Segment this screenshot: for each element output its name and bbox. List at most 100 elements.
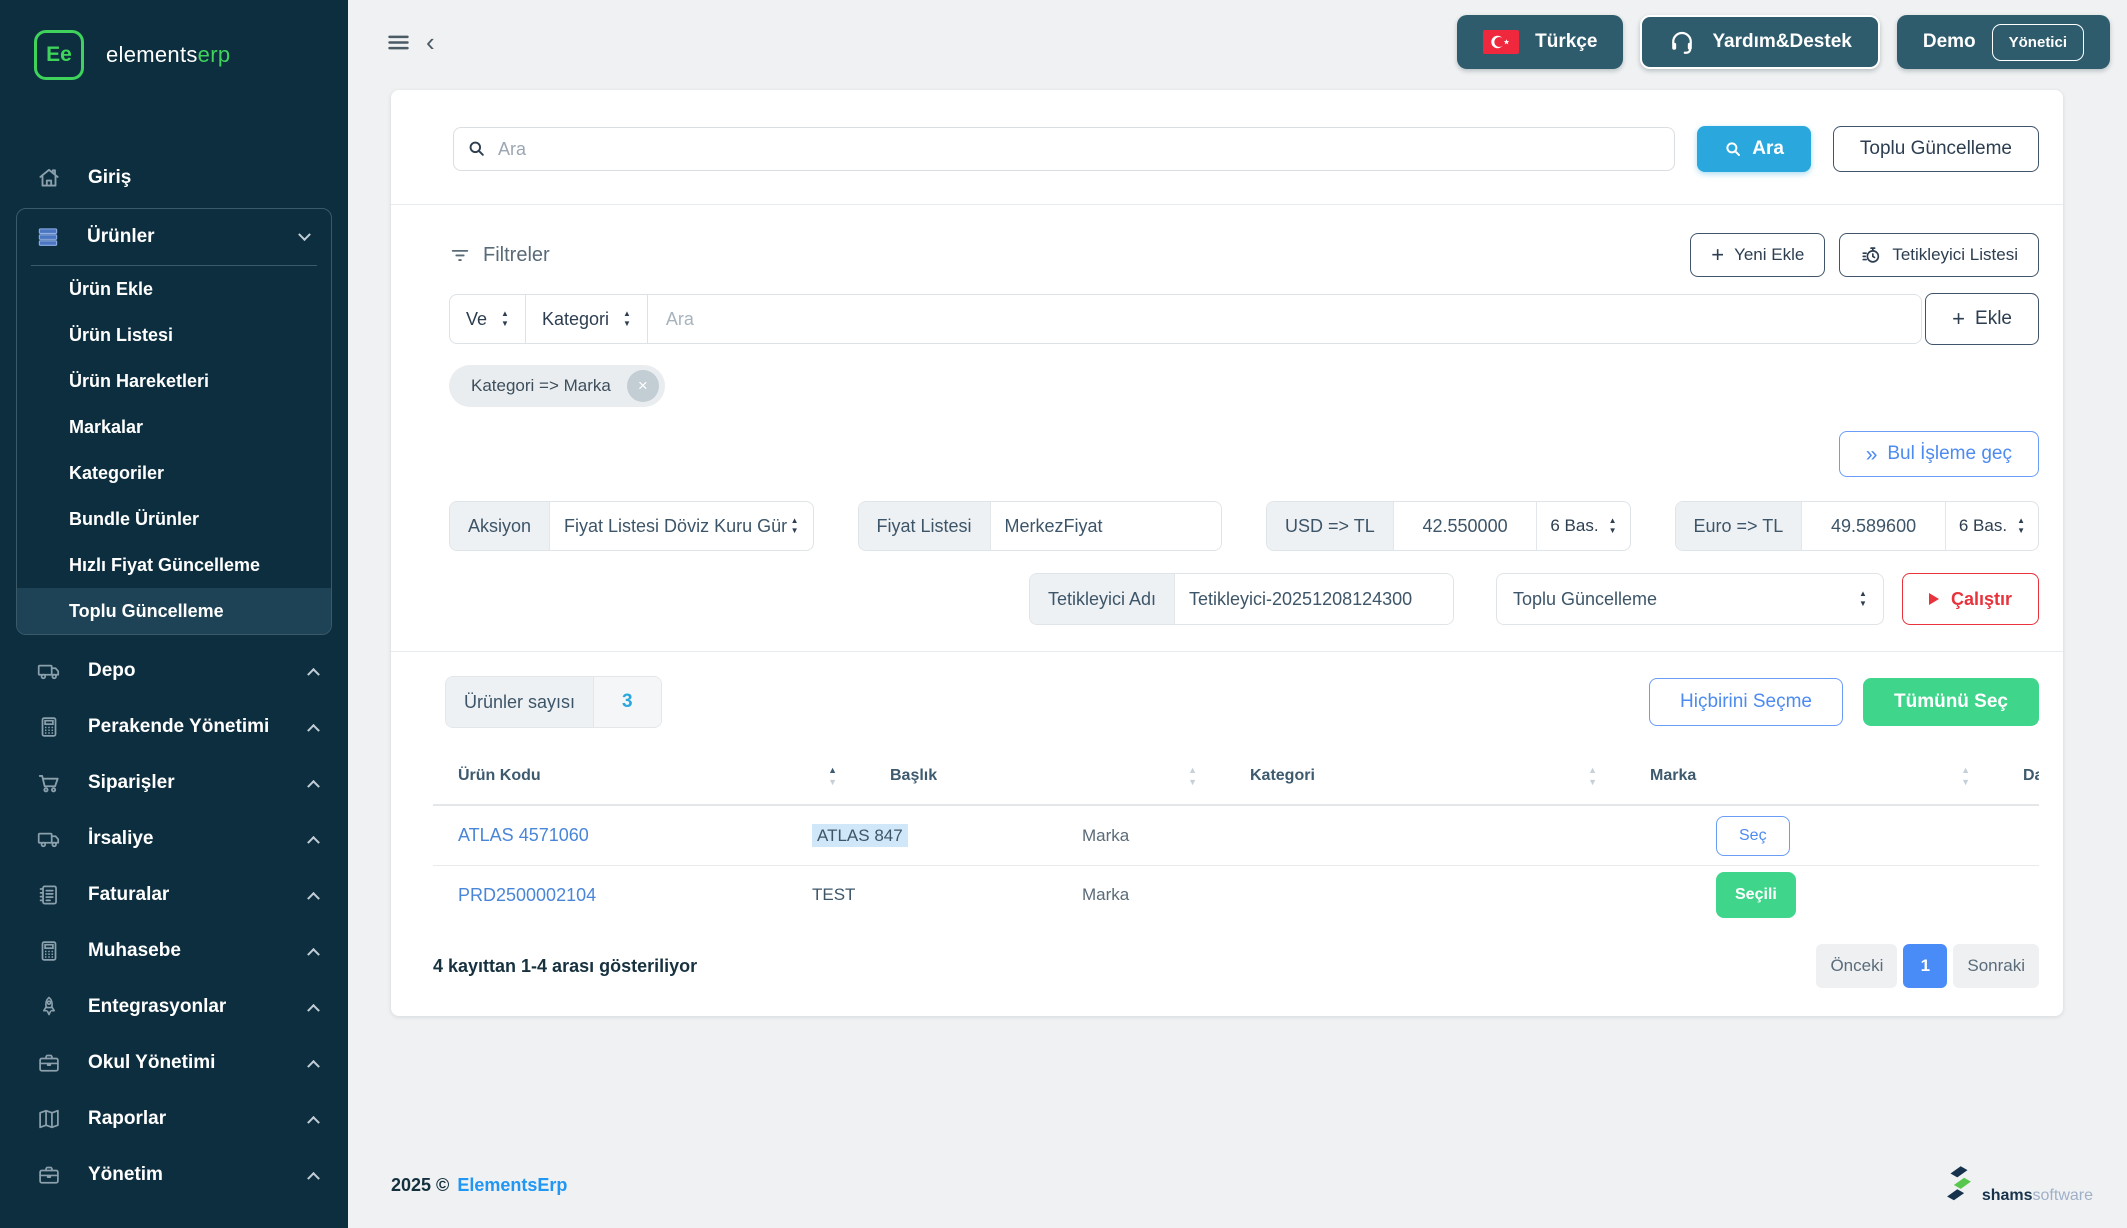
sidebar-item-raporlar[interactable]: Raporlar bbox=[0, 1091, 348, 1147]
sidebar-item-giris[interactable]: Giriş bbox=[0, 150, 348, 206]
trigger-list-button[interactable]: Tetikleyici Listesi bbox=[1839, 233, 2039, 277]
trigger-name-input[interactable] bbox=[1175, 574, 1453, 624]
euro-rate-input[interactable] bbox=[1802, 502, 1945, 550]
main-area: ‹ Türkçe Yardım&Destek Demo Yönetici bbox=[348, 0, 2127, 1228]
plus-icon: + bbox=[1711, 242, 1725, 267]
topbar-actions: Türkçe Yardım&Destek Demo Yönetici bbox=[1457, 15, 2110, 69]
sidebar-item-faturalar[interactable]: Faturalar bbox=[0, 867, 348, 923]
select-all-button[interactable]: Tümünü Seç bbox=[1862, 678, 2039, 726]
cart-icon bbox=[36, 770, 62, 796]
sidebar-subitem-urun-ekle[interactable]: Ürün Ekle bbox=[69, 278, 154, 299]
sidebar-item-label: Ürünler bbox=[87, 226, 155, 247]
language-button[interactable]: Türkçe bbox=[1457, 15, 1624, 69]
user-menu-button[interactable]: Demo Yönetici bbox=[1896, 15, 2110, 69]
sidebar-item-depo[interactable]: Depo bbox=[0, 643, 348, 699]
usd-precision-select[interactable]: 6 Bas. ▲ ▼ bbox=[1536, 502, 1629, 550]
sidebar-subitem-markalar[interactable]: Markalar bbox=[69, 416, 144, 437]
pagination-prev-button[interactable]: Önceki bbox=[1816, 944, 1898, 988]
invoice-icon bbox=[36, 882, 62, 908]
sort-icons: ▲ ▼ bbox=[828, 765, 837, 787]
brand-badge-icon: Ee bbox=[34, 30, 84, 80]
footer-brand-link[interactable]: ElementsErp bbox=[457, 1174, 568, 1195]
sidebar-item-entegrasyonlar[interactable]: Entegrasyonlar bbox=[0, 979, 348, 1035]
find-process-button[interactable]: » Bul İşleme geç bbox=[1838, 431, 2039, 477]
sidebar-item-perakende-yonetimi[interactable]: Perakende Yönetimi bbox=[0, 699, 348, 755]
action-select[interactable]: Fiyat Listesi Döviz Kuru Gür ▲ ▼ bbox=[564, 515, 799, 536]
product-code-link[interactable]: ATLAS 4571060 bbox=[458, 825, 589, 845]
sidebar-group-urunler: Ürünler Ürün Ekle Ürün Listesi Ürün Hare… bbox=[16, 208, 332, 635]
search-input[interactable] bbox=[453, 127, 1676, 171]
filters-section: Filtreler + Yeni Ekle Tetikleyici Listes… bbox=[391, 204, 2063, 651]
role-badge: Yönetici bbox=[1991, 23, 2084, 61]
briefcase-icon bbox=[36, 1162, 62, 1188]
product-count-label: Ürünler sayısı bbox=[446, 677, 595, 727]
truck-icon bbox=[36, 826, 62, 852]
trigger-type-select[interactable]: Toplu Güncelleme ▲ ▼ bbox=[1495, 573, 1884, 625]
euro-rate-group: Euro => TL 6 Bas. ▲▼ bbox=[1674, 501, 2039, 551]
column-header-marka[interactable]: Marka ▲ ▼ bbox=[1650, 765, 1970, 787]
updown-icon: ▲ ▼ bbox=[1859, 589, 1867, 608]
sidebar-subitem-hizli-fiyat-guncelleme[interactable]: Hızlı Fiyat Güncelleme bbox=[69, 554, 261, 575]
menu-toggle-icon[interactable] bbox=[385, 29, 412, 56]
rocket-icon bbox=[36, 994, 62, 1020]
sidebar-subitem-urun-listesi[interactable]: Ürün Listesi bbox=[69, 324, 174, 345]
filter-operator-select[interactable]: Ve ▲ ▼ bbox=[450, 295, 526, 343]
filter-value-input[interactable] bbox=[647, 295, 1922, 343]
new-filter-button[interactable]: + Yeni Ekle bbox=[1690, 233, 1826, 277]
trigger-name-group: Tetikleyici Adı bbox=[1028, 573, 1454, 625]
brand-logo[interactable]: Ee elementserp bbox=[0, 30, 348, 80]
brand-name: elementserp bbox=[106, 42, 231, 67]
sidebar-subitem-bundle-urunler[interactable]: Bundle Ürünler bbox=[69, 508, 200, 529]
select-none-button[interactable]: Hiçbirini Seçme bbox=[1649, 678, 1843, 726]
product-code-link[interactable]: PRD2500002104 bbox=[458, 884, 597, 905]
chevron-up-icon bbox=[307, 947, 320, 961]
product-category: Marka bbox=[1082, 885, 1130, 904]
euro-rate-label: Euro => TL bbox=[1675, 502, 1803, 550]
product-title-highlighted: ATLAS 847 bbox=[812, 823, 908, 847]
sidebar-item-irsaliye[interactable]: İrsaliye bbox=[0, 811, 348, 867]
updown-icon: ▲ ▼ bbox=[790, 516, 799, 535]
results-section: Ürünler sayısı 3 Hiçbirini Seçme Tümünü … bbox=[391, 651, 2063, 1016]
sidebar-item-okul-yonetimi[interactable]: Okul Yönetimi bbox=[0, 1035, 348, 1091]
column-header-kategori[interactable]: Kategori ▲ ▼ bbox=[1250, 765, 1597, 787]
play-icon bbox=[1928, 593, 1939, 605]
page-footer: 2025 © ElementsErp shamssoftware bbox=[391, 1146, 2093, 1228]
filter-icon bbox=[449, 244, 471, 266]
filter-field-select[interactable]: Kategori ▲ ▼ bbox=[526, 295, 648, 343]
search-button[interactable]: Ara bbox=[1697, 126, 1811, 172]
bulk-update-button[interactable]: Toplu Güncelleme bbox=[1832, 126, 2039, 172]
sidebar-item-label: Giriş bbox=[88, 167, 132, 188]
pagination: Önceki 1 Sonraki bbox=[1816, 944, 2039, 988]
sidebar-subitem-urun-hareketleri[interactable]: Ürün Hareketleri bbox=[69, 370, 210, 391]
sidebar-subitem-kategoriler[interactable]: Kategoriler bbox=[69, 462, 165, 483]
column-header-baslik[interactable]: Başlık ▲ ▼ bbox=[890, 765, 1197, 787]
sidebar-item-muhasebe[interactable]: Muhasebe bbox=[0, 923, 348, 979]
run-button[interactable]: Çalıştır bbox=[1901, 573, 2039, 625]
row-selected-button[interactable]: Seçili bbox=[1716, 872, 1796, 918]
sidebar-item-urunler[interactable]: Ürünler bbox=[17, 209, 331, 265]
sidebar-item-yonetim[interactable]: Yönetim bbox=[0, 1147, 348, 1203]
row-select-button[interactable]: Seç bbox=[1716, 815, 1790, 856]
add-filter-button[interactable]: + Ekle bbox=[1925, 293, 2039, 345]
copyright-text: 2025 © bbox=[391, 1174, 450, 1195]
column-header-urun-kodu[interactable]: Ürün Kodu ▲ ▼ bbox=[458, 765, 837, 787]
sidebar-item-siparisler[interactable]: Siparişler bbox=[0, 755, 348, 811]
table-row: ATLAS 4571060 ATLAS 847 Marka Seç bbox=[433, 806, 2039, 865]
shams-logo-icon bbox=[1942, 1162, 1976, 1208]
plus-icon: + bbox=[1952, 306, 1966, 331]
euro-precision-select[interactable]: 6 Bas. ▲ ▼ bbox=[1944, 502, 2038, 550]
search-icon bbox=[1724, 140, 1742, 158]
collapse-chevron-icon[interactable]: ‹ bbox=[426, 27, 435, 57]
price-list-input[interactable] bbox=[990, 502, 1221, 550]
remove-filter-icon[interactable]: × bbox=[626, 370, 659, 402]
help-support-button[interactable]: Yardım&Destek bbox=[1640, 15, 1880, 69]
search-icon bbox=[467, 139, 486, 158]
pagination-next-button[interactable]: Sonraki bbox=[1953, 944, 2039, 988]
chevron-up-icon bbox=[307, 835, 320, 849]
usd-rate-group: USD => TL 6 Bas. ▲▼ bbox=[1266, 501, 1631, 551]
pagination-page-button[interactable]: 1 bbox=[1903, 944, 1948, 988]
sidebar-nav: Giriş Ürünler Ürün Ekle Ürün Listesi Ürü… bbox=[0, 150, 348, 1203]
sidebar-subitem-toplu-guncelleme[interactable]: Toplu Güncelleme bbox=[17, 588, 331, 634]
sort-icons: ▲ ▼ bbox=[1588, 765, 1597, 787]
usd-rate-input[interactable] bbox=[1393, 502, 1537, 550]
